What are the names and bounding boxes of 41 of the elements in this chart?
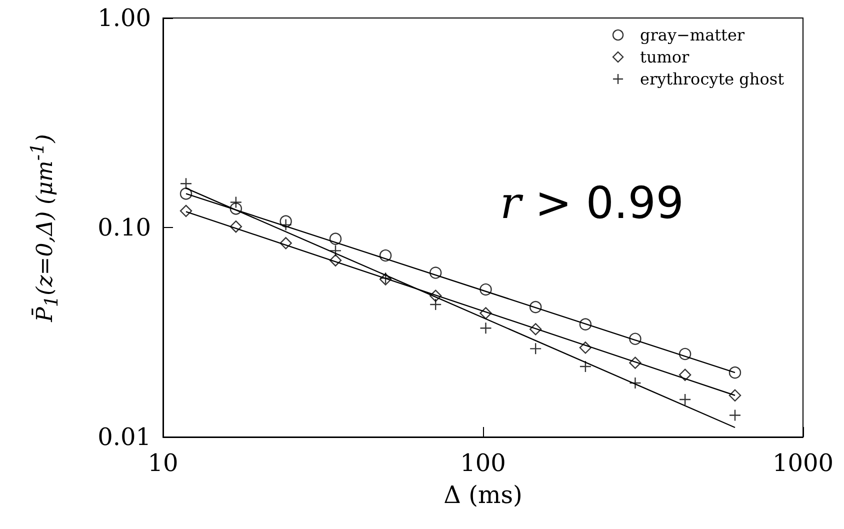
point <box>430 290 442 302</box>
point <box>230 202 242 215</box>
point <box>329 244 342 257</box>
y-tick-label: 1.00 <box>98 4 151 32</box>
point <box>329 254 342 266</box>
point <box>329 232 342 245</box>
point <box>678 348 692 360</box>
point <box>180 188 192 200</box>
x-tick-label: 1000 <box>772 449 834 477</box>
x-tick-label: 100 <box>460 449 506 477</box>
y-tick-label: 0.01 <box>98 423 151 451</box>
point <box>579 360 592 373</box>
point <box>728 389 742 402</box>
point <box>430 266 442 279</box>
point <box>529 323 542 336</box>
point <box>230 196 242 208</box>
point <box>629 356 642 369</box>
x-axis-title: Δ (ms) <box>444 481 522 509</box>
point <box>579 342 592 354</box>
point <box>678 368 692 381</box>
annotation: r > 0.99 <box>500 178 684 229</box>
legend-label: tumor <box>640 48 690 66</box>
point <box>629 376 642 390</box>
legend-label: gray−matter <box>640 26 745 44</box>
point <box>579 318 592 330</box>
point <box>280 215 292 228</box>
y-tick-label: 0.10 <box>98 214 151 242</box>
point <box>728 366 742 379</box>
point <box>678 393 692 406</box>
legend-label: erythrocyte ghost <box>640 70 785 88</box>
x-tick-label: 10 <box>148 449 178 477</box>
point <box>728 409 742 422</box>
point <box>180 204 192 218</box>
point <box>530 300 542 314</box>
point <box>230 220 242 233</box>
point <box>629 332 642 345</box>
point <box>379 249 392 262</box>
point <box>480 307 492 320</box>
point <box>480 283 492 296</box>
point <box>430 298 442 311</box>
point <box>280 237 292 250</box>
